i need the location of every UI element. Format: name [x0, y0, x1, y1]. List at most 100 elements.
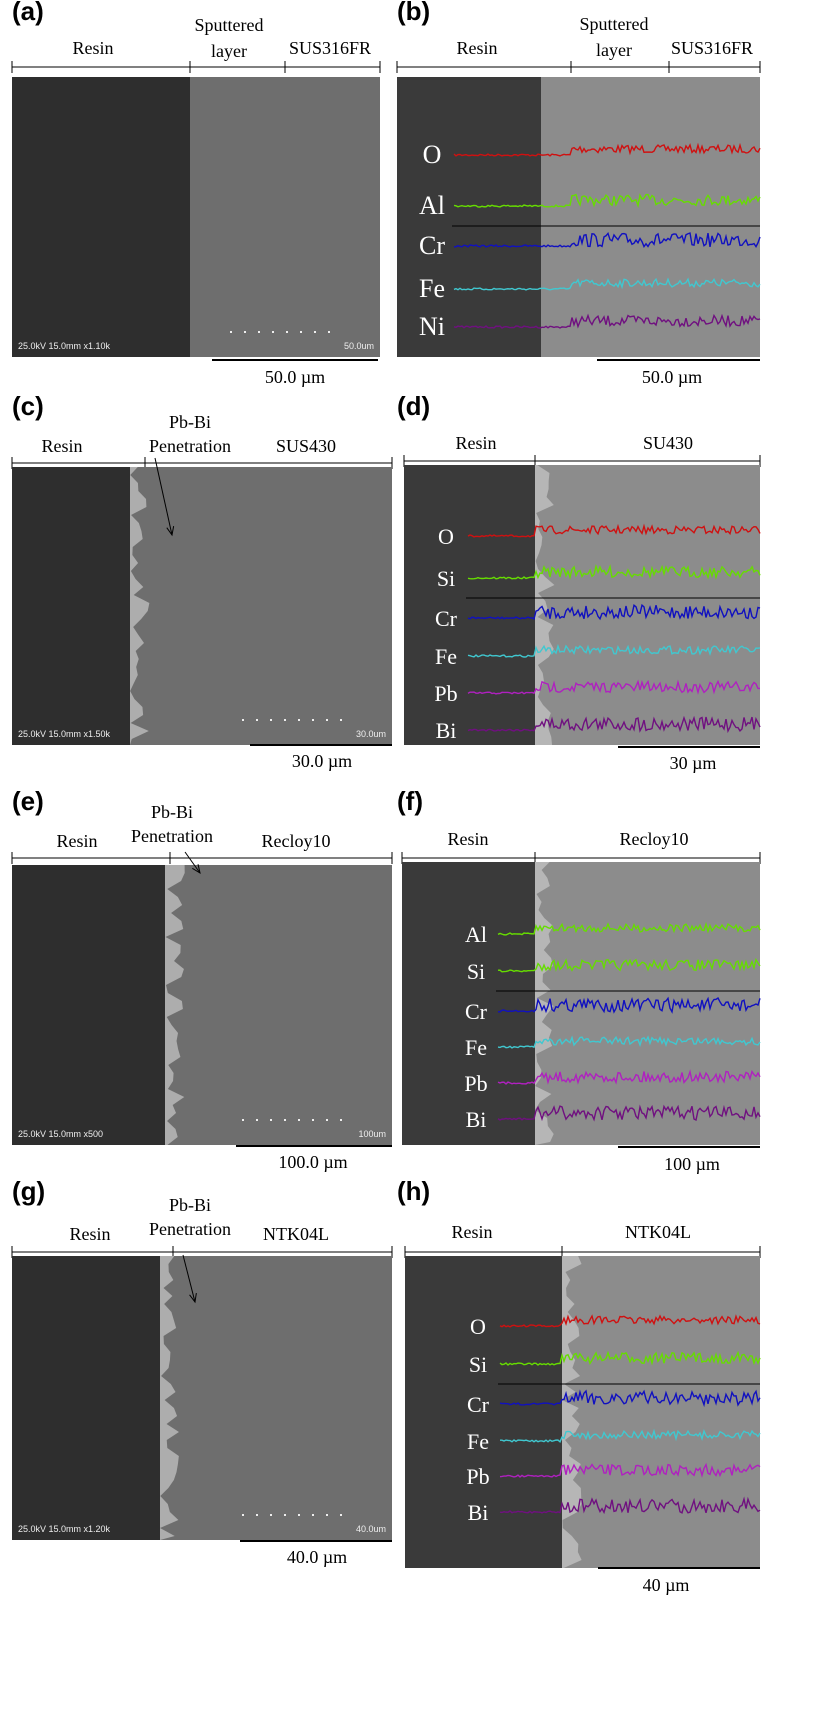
scale-dot	[286, 331, 288, 333]
element-label: Al	[419, 191, 445, 220]
region-label: SUS316FR	[671, 38, 753, 58]
scale-dot	[328, 331, 330, 333]
element-label: Si	[467, 959, 485, 984]
element-label: Si	[437, 566, 455, 591]
scale-dot	[270, 719, 272, 721]
image-info: 25.0kV 15.0mm x1.10k	[18, 341, 111, 351]
scale-dot	[298, 719, 300, 721]
scale-dot	[326, 1119, 328, 1121]
resin-area	[12, 467, 130, 745]
image-scale: 50.0um	[344, 341, 374, 351]
region-label: NTK04L	[625, 1222, 691, 1242]
image-info: 25.0kV 15.0mm x1.50k	[18, 729, 111, 739]
region-label: Resin	[69, 1224, 110, 1244]
scale-bar-label: 40.0 µm	[287, 1547, 347, 1567]
resin-area	[404, 465, 535, 745]
scale-dot	[230, 331, 232, 333]
scale-dot	[256, 1514, 258, 1516]
scale-dot	[340, 719, 342, 721]
scale-dot	[284, 719, 286, 721]
scale-dot	[272, 331, 274, 333]
annotation: Pb-Bi	[169, 1195, 211, 1215]
region-label: Resin	[451, 1222, 492, 1242]
region-label: Resin	[41, 436, 82, 456]
scale-dot	[284, 1119, 286, 1121]
resin-area	[12, 1256, 160, 1540]
scale-dot	[284, 1514, 286, 1516]
region-label: layer	[211, 41, 247, 61]
panel-label: (b)	[397, 0, 430, 26]
element-label: Al	[465, 922, 487, 947]
scale-dot	[300, 331, 302, 333]
scale-dot	[340, 1119, 342, 1121]
region-label: SUS316FR	[289, 38, 371, 58]
scale-bar-label: 30 µm	[670, 753, 717, 773]
scale-bar-label: 100.0 µm	[278, 1152, 347, 1172]
scale-dot	[312, 1514, 314, 1516]
element-label: Bi	[466, 1107, 487, 1132]
element-label: Fe	[419, 274, 445, 303]
scale-dot	[258, 331, 260, 333]
panel-label: (e)	[12, 786, 44, 816]
region-label: Sputtered	[580, 14, 649, 34]
image-info: 25.0kV 15.0mm x500	[18, 1129, 103, 1139]
scale-dot	[270, 1514, 272, 1516]
page: (a)ResinSputteredlayerSUS316FR25.0kV 15.…	[0, 0, 832, 1718]
element-label: Ni	[419, 312, 445, 341]
element-label: Pb	[464, 1071, 487, 1096]
scale-dot	[312, 1119, 314, 1121]
image-scale: 100um	[358, 1129, 386, 1139]
panel-label: (f)	[397, 786, 423, 816]
scale-dot	[298, 1119, 300, 1121]
scale-dot	[314, 331, 316, 333]
region-label: NTK04L	[263, 1224, 329, 1244]
element-label: Fe	[467, 1429, 489, 1454]
annotation: Pb-Bi	[151, 802, 193, 822]
image-scale: 30.0um	[356, 729, 386, 739]
scale-dot	[340, 1514, 342, 1516]
panel-label: (d)	[397, 391, 430, 421]
scale-bar-label: 50.0 µm	[265, 367, 325, 387]
element-label: O	[423, 140, 442, 169]
element-label: Cr	[419, 231, 445, 260]
scale-bar-label: 50.0 µm	[642, 367, 702, 387]
element-label: Fe	[465, 1035, 487, 1060]
scale-dot	[242, 719, 244, 721]
figure: (a)ResinSputteredlayerSUS316FR25.0kV 15.…	[0, 0, 832, 1718]
element-label: Bi	[436, 718, 457, 743]
scale-bar-label: 100 µm	[664, 1154, 720, 1174]
resin-area	[12, 865, 165, 1145]
scale-dot	[312, 719, 314, 721]
scale-dot	[256, 719, 258, 721]
scale-bar-label: 30.0 µm	[292, 751, 352, 771]
scale-dot	[242, 1514, 244, 1516]
region-label: Resin	[72, 38, 113, 58]
region-label: Sputtered	[195, 15, 264, 35]
element-label: Pb	[466, 1464, 489, 1489]
image-scale: 40.0um	[356, 1524, 386, 1534]
region-label: Recloy10	[262, 831, 331, 851]
scale-dot	[326, 719, 328, 721]
region-label: Resin	[455, 433, 496, 453]
annotation: Penetration	[131, 826, 213, 846]
element-label: Si	[469, 1352, 487, 1377]
scale-dot	[326, 1514, 328, 1516]
region-label: SUS430	[276, 436, 336, 456]
region-label: Resin	[456, 38, 497, 58]
panel-label: (c)	[12, 391, 44, 421]
scale-dot	[242, 1119, 244, 1121]
image-info: 25.0kV 15.0mm x1.20k	[18, 1524, 111, 1534]
region-label: layer	[596, 40, 632, 60]
annotation: Pb-Bi	[169, 412, 211, 432]
region-label: SU430	[643, 433, 693, 453]
region-label: Resin	[447, 829, 488, 849]
scale-dot	[244, 331, 246, 333]
scale-dot	[256, 1119, 258, 1121]
annotation: Penetration	[149, 1219, 231, 1239]
scale-bar-label: 40 µm	[643, 1575, 690, 1595]
element-label: Bi	[468, 1500, 489, 1525]
element-label: Cr	[467, 1392, 490, 1417]
element-label: O	[470, 1314, 486, 1339]
element-label: O	[438, 524, 454, 549]
scale-dot	[298, 1514, 300, 1516]
